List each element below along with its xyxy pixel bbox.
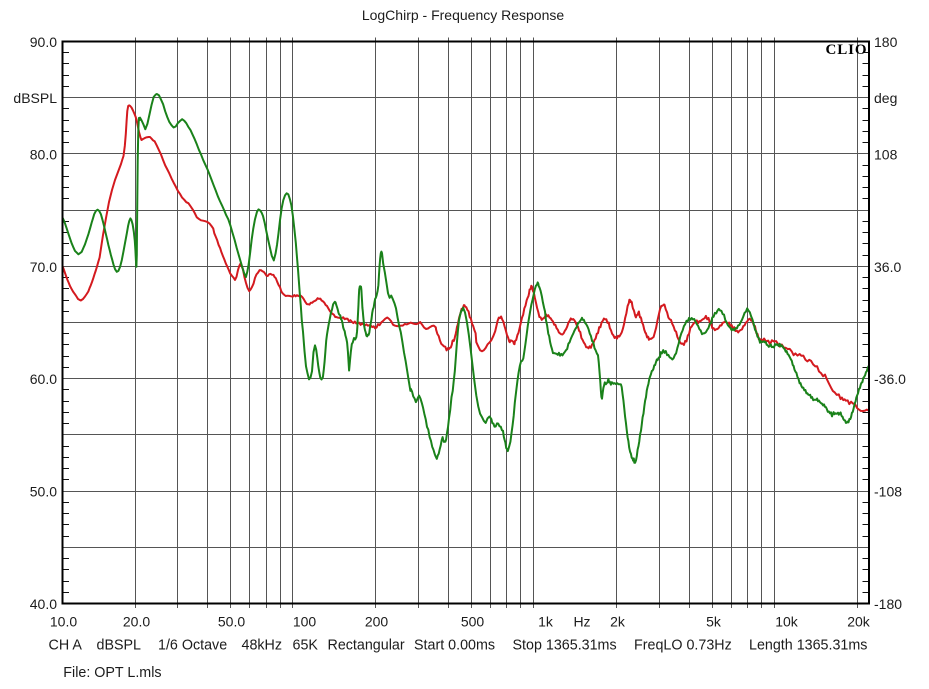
- svg-text:10k: 10k: [775, 614, 799, 630]
- svg-text:Hz: Hz: [573, 614, 590, 630]
- svg-text:40.0: 40.0: [30, 596, 57, 612]
- svg-text:LogChirp - Frequency Response: LogChirp - Frequency Response: [362, 7, 565, 23]
- svg-text:Length 1365.31ms: Length 1365.31ms: [749, 638, 867, 654]
- svg-text:dBSPL: dBSPL: [13, 90, 57, 106]
- svg-text:90.0: 90.0: [30, 34, 57, 50]
- svg-text:FreqLO 0.73Hz: FreqLO 0.73Hz: [634, 638, 732, 654]
- svg-text:CLIO: CLIO: [826, 42, 868, 58]
- svg-text:50.0: 50.0: [30, 484, 57, 500]
- svg-text:5k: 5k: [706, 614, 722, 630]
- svg-text:100: 100: [293, 614, 317, 630]
- svg-text:1k: 1k: [538, 614, 554, 630]
- svg-text:200: 200: [365, 614, 389, 630]
- svg-text:Rectangular: Rectangular: [328, 638, 405, 654]
- svg-text:File: OPT L.mls: File: OPT L.mls: [63, 665, 161, 681]
- svg-text:50.0: 50.0: [218, 614, 245, 630]
- svg-text:20.0: 20.0: [123, 614, 150, 630]
- svg-text:20k: 20k: [847, 614, 871, 630]
- svg-text:180: 180: [874, 34, 898, 50]
- svg-text:60.0: 60.0: [30, 371, 57, 387]
- svg-text:65K: 65K: [293, 638, 319, 654]
- svg-text:48kHz: 48kHz: [242, 638, 283, 654]
- svg-text:-108: -108: [874, 484, 902, 500]
- svg-text:1/6 Octave: 1/6 Octave: [158, 638, 227, 654]
- svg-text:CH A: CH A: [49, 638, 83, 654]
- svg-text:-180: -180: [874, 596, 902, 612]
- svg-text:Stop 1365.31ms: Stop 1365.31ms: [513, 638, 617, 654]
- svg-text:10.0: 10.0: [50, 614, 77, 630]
- svg-text:Start 0.00ms: Start 0.00ms: [414, 638, 495, 654]
- svg-text:-36.0: -36.0: [874, 371, 906, 387]
- svg-text:500: 500: [461, 614, 485, 630]
- svg-text:108: 108: [874, 146, 898, 162]
- svg-text:36.0: 36.0: [874, 259, 901, 275]
- svg-text:dBSPL: dBSPL: [97, 638, 142, 654]
- svg-text:80.0: 80.0: [30, 146, 57, 162]
- svg-text:deg: deg: [874, 90, 897, 106]
- svg-text:70.0: 70.0: [30, 259, 57, 275]
- svg-text:2k: 2k: [610, 614, 626, 630]
